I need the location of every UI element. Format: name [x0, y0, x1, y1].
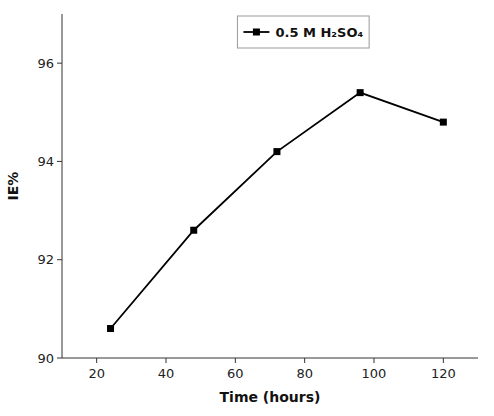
point [107, 325, 114, 332]
axes: 20 40 60 80 100 120 90 92 94 96 [37, 14, 478, 381]
x-axis-label: Time (hours) [220, 389, 321, 405]
line [111, 93, 444, 329]
point [357, 89, 364, 96]
legend-box [237, 16, 369, 48]
y-axis-label: IE% [5, 172, 21, 201]
x-tick-label: 40 [158, 366, 175, 381]
legend-label: 0.5 M H₂SO₄ [275, 25, 363, 40]
y-tick [57, 161, 62, 162]
chart: 20 40 60 80 100 120 90 92 94 96 Time (hours) IE% 0.5… [0, 0, 494, 416]
y-tick-label: 92 [37, 252, 54, 267]
x-tick [443, 358, 444, 363]
y-axis-line [62, 14, 63, 358]
y-tick [57, 358, 62, 359]
x-tick [374, 358, 375, 363]
y-tick-label: 90 [37, 351, 54, 366]
legend-marker [253, 29, 260, 36]
point [273, 148, 280, 155]
x-tick-label: 100 [362, 366, 387, 381]
x-tick [304, 358, 305, 363]
y-tick-label: 96 [37, 56, 54, 71]
plot-area [107, 89, 447, 332]
x-tick-label: 20 [88, 366, 105, 381]
x-tick [235, 358, 236, 363]
y-tick [57, 63, 62, 64]
x-axis-line [62, 358, 478, 359]
x-tick-label: 60 [227, 366, 244, 381]
point [190, 227, 197, 234]
x-tick [96, 358, 97, 363]
x-tick-label: 120 [431, 366, 456, 381]
legend: 0.5 M H₂SO₄ [237, 16, 369, 48]
y-tick-label: 94 [37, 154, 54, 169]
y-tick [57, 259, 62, 260]
x-tick [166, 358, 167, 363]
point [440, 119, 447, 126]
x-tick-label: 80 [296, 366, 313, 381]
